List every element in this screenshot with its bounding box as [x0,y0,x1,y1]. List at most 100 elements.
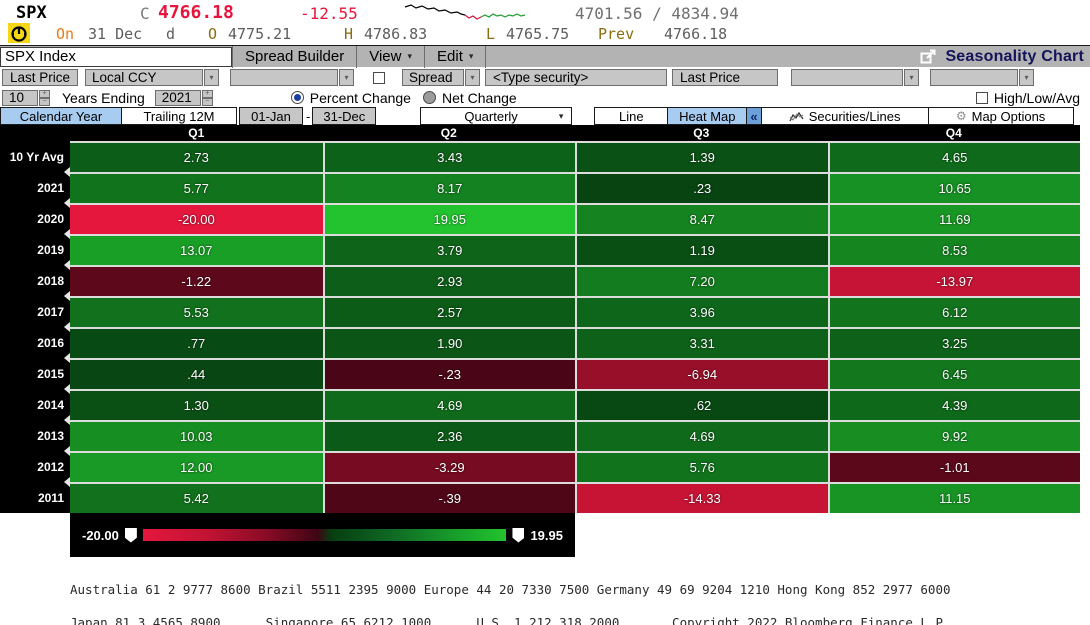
session-on-label: On [56,25,75,43]
start-date-field[interactable]: 01-Jan [239,107,303,125]
price-change: -12.55 [300,4,358,23]
end-date-field[interactable]: 31-Dec [312,107,377,125]
high-label: H [344,25,354,43]
heatmap-cell: -13.97 [827,265,1080,296]
row-divider-notch [59,477,70,487]
net-change-radio[interactable] [422,91,436,104]
currency-dropdown[interactable]: Local CCY ▾ [85,69,220,86]
heatmap-row-label: 2020 [0,203,70,234]
heatmap-cell: -20.00 [64,198,323,234]
chevron-down-icon: ▾ [558,110,564,121]
heatmap-row-label: 2011 [0,482,70,513]
heatmap-row-label: 2017 [0,296,70,327]
heatmap-cell: 1.19 [575,234,828,265]
chart-tabs-row: Calendar Year Trailing 12M 01-Jan - 31-D… [0,107,1090,125]
percent-change-radio[interactable] [290,91,304,104]
heatmap-cell: 4.65 [827,141,1080,172]
heatmap-cell: 5.77 [64,167,323,203]
heatmap-cell: 4.69 [322,389,575,420]
gauge-icon[interactable] [8,23,30,43]
heatmap-cell: 2.73 [70,141,323,172]
heatmap-cell: 1.30 [64,384,323,420]
quote-bar: SPX C 4766.18 -12.55 4701.56 / 4834.94 O… [0,0,1090,45]
heatmap-cell: -6.94 [575,358,828,389]
row-divider-notch [59,229,70,239]
high-value: 4786.83 [364,25,428,43]
edit-menu[interactable]: Edit ▾ [425,45,487,68]
spread-dropdown[interactable]: Spread ▾ [402,69,481,86]
heatmap-cell: 4.39 [827,389,1080,420]
heatmap-row-label: 2015 [0,358,70,389]
heatmap: Q1 Q2 Q3 Q4 10 Yr Avg 2.73 3.43 1.39 4.65 2021 5.7… [0,125,1080,513]
prev-value: 4766.18 [664,25,728,43]
legend-min-marker-icon[interactable] [124,527,137,543]
legend-max-marker-icon[interactable] [512,527,525,543]
percent-change-label: Percent Change [309,89,411,106]
type-security-input[interactable]: <Type security> [485,69,668,86]
heatmap-column-header: Q2 [322,125,575,141]
row-divider-notch [59,446,70,456]
period-controls-row: 10 + − Years Ending 2021 + − Percent Chang… [0,88,1090,107]
row-divider-notch [59,353,70,363]
heatmap-cell: 8.53 [827,234,1080,265]
heatmap-row-label: 2021 [0,172,70,203]
empty-dropdown-2[interactable]: ▾ [791,69,920,86]
open-label: O [208,25,218,43]
heatmap-cell: 11.69 [827,203,1080,234]
chevron-down-icon: ▾ [204,69,220,86]
heatmap-row-label: 2012 [0,451,70,482]
map-options-button[interactable]: ⚙ Map Options [927,107,1074,125]
day-range: 4701.56 / 4834.94 [575,4,739,23]
heatmap-cell: 2.36 [322,420,575,451]
legend-max-label: 19.95 [530,527,563,543]
tab-trailing-12m[interactable]: Trailing 12M [121,107,237,125]
heatmap-row-label: 2019 [0,234,70,265]
tab-line[interactable]: Line [594,107,669,125]
heatmap-cell: 1.39 [575,141,828,172]
heatmap-cell: 11.15 [827,482,1080,513]
end-year-stepper[interactable]: 2021 + − [154,89,213,106]
seasonality-heatmap-panel: Q1 Q2 Q3 Q4 10 Yr Avg 2.73 3.43 1.39 4.65 2021 5.7… [0,125,1080,513]
security-input[interactable] [0,46,232,67]
intraday-sparkline [404,4,526,20]
heatmap-cell: -1.01 [827,451,1080,482]
heatmap-row-label: 2014 [0,389,70,420]
export-icon[interactable] [920,49,937,65]
open-value: 4775.21 [228,25,292,43]
field-controls-row: Last Price Local CCY ▾ ▾ Spread ▾ <Type … [0,67,1090,88]
frequency-dropdown[interactable]: Quarterly ▾ [420,107,573,125]
heatmap-column-header: Q3 [575,125,828,141]
heatmap-cell: .23 [575,172,828,203]
empty-dropdown-3[interactable]: ▾ [930,69,1035,86]
spread-builder-button[interactable]: Spread Builder [232,45,358,68]
page-title: Seasonality Chart [945,47,1084,65]
chart-lines-icon [789,111,804,121]
heatmap-cell: 12.00 [64,446,323,482]
heatmap-cell: -.39 [322,482,575,513]
tab-heat-map[interactable]: Heat Map [667,107,748,125]
heatmap-row-label: 2018 [0,265,70,296]
price-source-button[interactable]: Last Price [2,69,79,86]
heatmap-cell: 2.57 [322,296,575,327]
view-menu[interactable]: View ▾ [357,45,426,68]
securities-lines-button[interactable]: Securities/Lines [760,107,929,125]
high-low-avg-checkbox[interactable] [975,91,988,104]
years-count-stepper[interactable]: 10 + − [2,89,50,106]
heatmap-cell: 6.45 [827,358,1080,389]
spread-checkbox[interactable] [373,71,386,84]
heatmap-cell: 13.07 [64,229,323,265]
collapse-panel-button[interactable]: « [746,107,762,125]
price-source2-button[interactable]: Last Price [672,69,779,86]
chevron-down-icon: ▾ [904,69,920,86]
tab-calendar-year[interactable]: Calendar Year [0,107,122,125]
heatmap-cell: 3.79 [322,234,575,265]
terminal-footer: Australia 61 2 9777 8600 Brazil 5511 239… [70,562,1080,625]
heatmap-row-label: 2016 [0,327,70,358]
heatmap-cell: .77 [64,322,323,358]
row-divider-notch [59,384,70,394]
heatmap-cell: 5.42 [64,477,323,513]
net-change-label: Net Change [441,89,517,106]
empty-dropdown-1[interactable]: ▾ [230,69,355,86]
date-range-dash: - [306,108,311,124]
chevron-down-icon: ▾ [465,69,481,86]
